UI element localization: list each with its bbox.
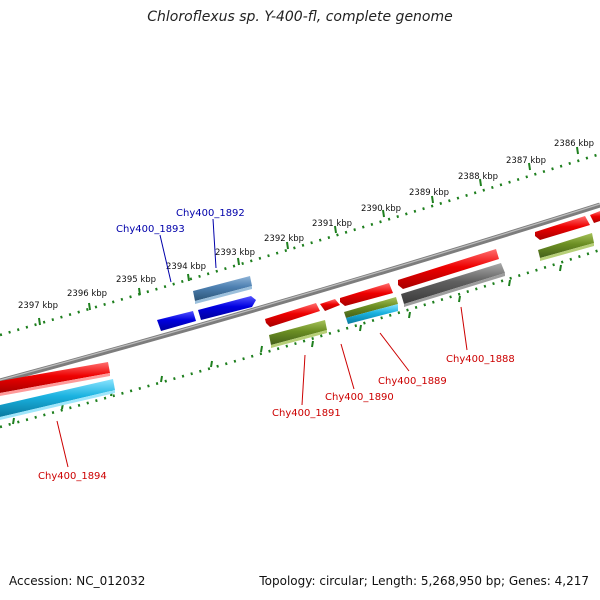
genome-backbone xyxy=(0,202,600,384)
gene-chy400-1894[interactable] xyxy=(0,362,115,420)
tick-label: 2389 kbp xyxy=(409,188,449,198)
gene-label-1893: Chy400_1893 xyxy=(116,224,185,235)
gene-chy400-1892[interactable] xyxy=(193,276,252,304)
genome-summary: Topology: circular; Length: 5,268,950 bp… xyxy=(259,574,589,588)
genome-title: Chloroflexus sp. Y-400-fl, complete geno… xyxy=(147,9,453,25)
gene-right-edge[interactable] xyxy=(535,211,600,261)
tick-label: 2391 kbp xyxy=(312,219,352,229)
gene-label-1890: Chy400_1890 xyxy=(325,392,394,403)
gene-label-1891: Chy400_1891 xyxy=(272,408,341,419)
label-leaders xyxy=(56,218,468,468)
tick-label: 2394 kbp xyxy=(166,262,206,272)
tick-label: 2397 kbp xyxy=(18,301,58,311)
gene-label-1888: Chy400_1888 xyxy=(446,354,515,365)
outer-major-ticks xyxy=(38,146,579,326)
gene-chy400-1888[interactable] xyxy=(398,249,505,307)
tick-label: 2390 kbp xyxy=(361,204,401,214)
gene-label-1889: Chy400_1889 xyxy=(378,376,447,387)
tick-label: 2392 kbp xyxy=(264,234,304,244)
gene-chy400-1893[interactable] xyxy=(157,296,256,331)
genome-backbone-highlight xyxy=(0,203,600,381)
gene-chy400-1891[interactable] xyxy=(265,303,327,348)
gene-label-1894: Chy400_1894 xyxy=(38,471,107,482)
tick-label: 2395 kbp xyxy=(116,275,156,285)
gene-label-1892: Chy400_1892 xyxy=(176,208,245,219)
gene-chy400-1890[interactable] xyxy=(320,283,393,311)
tick-label: 2386 kbp xyxy=(554,139,594,149)
tick-label: 2388 kbp xyxy=(458,172,498,182)
gene-chy400-1889[interactable] xyxy=(344,297,398,324)
tick-labels: 2386 kbp 2387 kbp 2388 kbp 2389 kbp 2390… xyxy=(18,139,594,311)
tick-label: 2393 kbp xyxy=(215,248,255,258)
tick-label: 2396 kbp xyxy=(67,289,107,299)
tick-label: 2387 kbp xyxy=(506,156,546,166)
accession-text: Accession: NC_012032 xyxy=(9,574,146,588)
